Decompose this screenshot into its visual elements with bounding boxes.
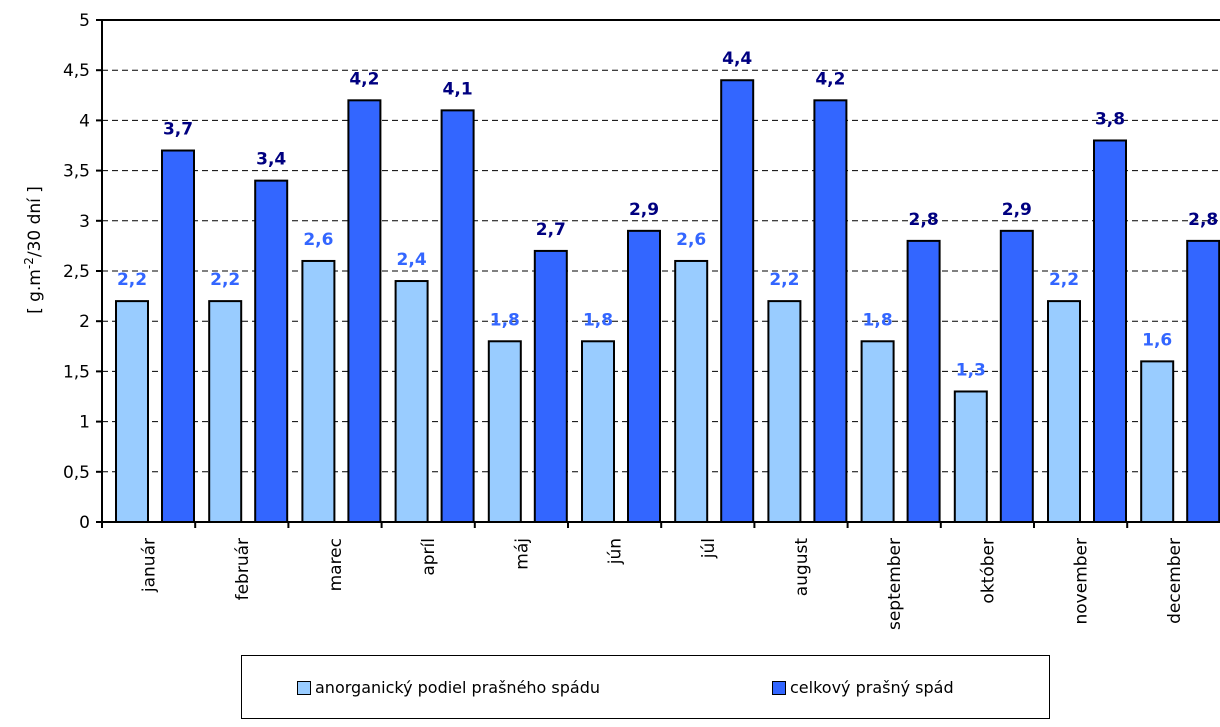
bar [208, 300, 243, 523]
legend-label: anorganický podiel prašného spádu [315, 678, 601, 697]
y-axis-label: [ g.m-2/30 dní ] [22, 186, 45, 314]
legend-swatch-dark [772, 680, 786, 695]
bar [533, 249, 568, 523]
data-label: 2,8 [1188, 210, 1218, 230]
y-tick-label: 4,5 [63, 61, 90, 81]
y-tick-label: 0 [79, 513, 90, 533]
axes: 0 0,5 1 1,5 2 2,5 3 3,5 4 4,5 5 január február marec a… [63, 11, 1220, 630]
category-label: september [885, 538, 905, 630]
y-tick-label: 1,5 [63, 362, 90, 382]
legend-swatch-light [297, 680, 311, 695]
data-label: 3,8 [1095, 109, 1125, 129]
bar [1093, 139, 1127, 523]
data-label: 2,7 [536, 220, 566, 240]
legend: anorganický podiel prašného spádu celkov… [241, 655, 1050, 719]
bar [347, 99, 382, 523]
bar [860, 340, 895, 523]
bar [906, 239, 941, 523]
bar [115, 300, 149, 523]
data-label: 4,1 [443, 79, 473, 99]
category-label: február [233, 538, 253, 600]
data-label: 2,9 [1002, 200, 1032, 220]
legend-item-celkovy: celkový prašný spád [772, 678, 954, 697]
bar [1047, 300, 1081, 523]
bar [767, 300, 802, 523]
data-label: 2,2 [117, 270, 147, 290]
data-label: 4,2 [349, 69, 379, 89]
bar [627, 229, 661, 523]
y-tick-label: 3 [79, 212, 90, 232]
y-tick-label: 0,5 [63, 463, 90, 483]
y-tick-label: 4 [79, 111, 90, 131]
category-label: december [1165, 538, 1185, 624]
category-label: október [978, 538, 998, 604]
y-tick-label: 2 [79, 312, 90, 332]
bar [674, 259, 709, 523]
y-tick-label: 5 [79, 11, 90, 31]
data-label: 1,3 [956, 360, 986, 380]
data-label: 2,4 [397, 250, 427, 270]
data-label: 3,7 [163, 120, 193, 140]
legend-item-anorganicky: anorganický podiel prašného spádu [297, 678, 600, 697]
data-label: 1,8 [863, 310, 893, 330]
category-label: január [140, 538, 160, 593]
bar [1140, 360, 1175, 523]
bar [254, 179, 289, 523]
bar [1186, 239, 1220, 523]
data-label: 4,4 [722, 49, 752, 69]
category-label: november [1072, 538, 1092, 625]
data-label: 1,8 [490, 310, 520, 330]
bar [720, 79, 755, 524]
category-label: august [792, 538, 812, 597]
data-label: 2,2 [769, 270, 799, 290]
bar [813, 99, 848, 523]
bar [953, 390, 988, 524]
data-label: 2,2 [1049, 270, 1079, 290]
bar [581, 340, 615, 523]
bar [301, 259, 336, 523]
bar [161, 149, 195, 524]
data-label: 2,6 [303, 230, 333, 250]
data-label: 2,6 [676, 230, 706, 250]
bar [999, 229, 1034, 523]
bar [394, 280, 429, 524]
category-label: marec [326, 538, 346, 591]
data-label: 3,4 [256, 150, 286, 170]
data-label: 4,2 [815, 69, 845, 89]
y-tick-label: 2,5 [63, 262, 90, 282]
data-label: 1,8 [583, 310, 613, 330]
y-tick-label: 3,5 [63, 162, 90, 182]
bar [440, 109, 475, 524]
category-label: apríl [419, 538, 439, 576]
category-label: máj [512, 538, 532, 570]
bar [487, 340, 522, 523]
category-label: jún [606, 538, 626, 565]
data-label: 1,6 [1142, 330, 1172, 350]
category-label: júl [699, 538, 719, 559]
data-label: 2,9 [629, 200, 659, 220]
data-labels: 2,2 3,7 2,2 3,4 2,6 4,2 2,4 4,1 1,8 2,7 1,8 2,9 2,6 4… [117, 49, 1218, 380]
data-label: 2,8 [909, 210, 939, 230]
data-label: 2,2 [210, 270, 240, 290]
y-tick-label: 1 [79, 413, 90, 433]
bars [115, 79, 1220, 524]
legend-label: celkový prašný spád [790, 678, 954, 697]
